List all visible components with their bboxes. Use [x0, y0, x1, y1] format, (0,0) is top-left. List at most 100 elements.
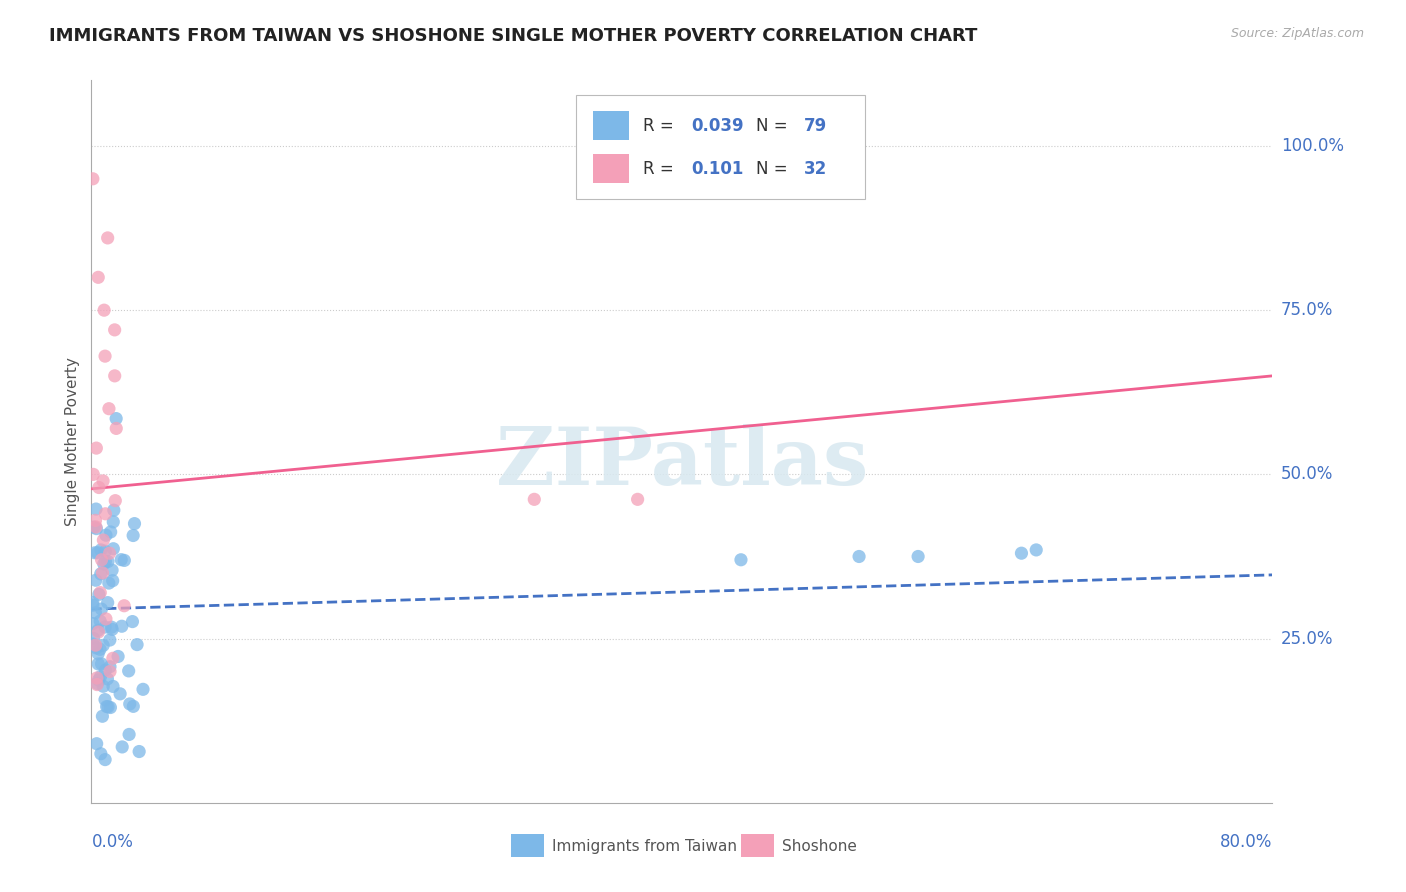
Point — [93, 557, 115, 571]
Point — [848, 549, 870, 564]
Point — [94, 554, 117, 568]
Point — [90, 566, 112, 581]
Text: 0.101: 0.101 — [692, 160, 744, 178]
FancyBboxPatch shape — [593, 112, 628, 140]
Point — [97, 401, 120, 416]
Point — [118, 727, 141, 741]
Point — [112, 599, 135, 613]
FancyBboxPatch shape — [510, 834, 544, 857]
Point — [132, 682, 155, 697]
Point — [87, 657, 110, 671]
Point — [103, 503, 125, 517]
Point — [91, 566, 114, 580]
Point — [110, 552, 132, 566]
Point — [83, 632, 105, 646]
Point — [90, 657, 112, 671]
Point — [94, 612, 117, 626]
Point — [87, 481, 110, 495]
Point — [90, 542, 112, 557]
Point — [108, 687, 131, 701]
Point — [90, 553, 112, 567]
Point — [105, 421, 128, 435]
Point — [907, 549, 929, 564]
Point — [89, 614, 111, 628]
Point — [84, 502, 107, 516]
Point — [87, 587, 110, 601]
Point — [82, 637, 104, 651]
Point — [94, 507, 117, 521]
Text: N =: N = — [756, 117, 793, 135]
Point — [124, 516, 146, 531]
Point — [111, 619, 134, 633]
Point — [86, 676, 108, 690]
Point — [83, 520, 105, 534]
Point — [82, 595, 104, 609]
Point — [84, 520, 107, 534]
Point — [82, 467, 104, 482]
Point — [87, 546, 110, 560]
Text: ZIPatlas: ZIPatlas — [496, 425, 868, 502]
Point — [100, 524, 122, 539]
Point — [100, 620, 122, 634]
Point — [94, 620, 117, 634]
Text: R =: R = — [643, 160, 679, 178]
Text: 50.0%: 50.0% — [1281, 466, 1333, 483]
Point — [128, 745, 150, 759]
Text: R =: R = — [643, 117, 679, 135]
Point — [104, 493, 127, 508]
Point — [98, 633, 121, 648]
FancyBboxPatch shape — [593, 154, 628, 183]
Point — [121, 615, 143, 629]
Point — [107, 649, 129, 664]
Point — [94, 349, 117, 363]
Point — [94, 544, 117, 558]
Text: 75.0%: 75.0% — [1281, 301, 1333, 319]
Text: Shoshone: Shoshone — [782, 838, 858, 854]
Text: Source: ZipAtlas.com: Source: ZipAtlas.com — [1230, 27, 1364, 40]
Point — [94, 753, 117, 767]
Point — [90, 747, 112, 761]
Point — [118, 697, 141, 711]
Point — [627, 492, 650, 507]
Point — [101, 623, 124, 637]
Point — [82, 171, 104, 186]
Point — [91, 639, 114, 653]
Point — [97, 554, 120, 568]
Point — [91, 679, 114, 693]
Point — [101, 680, 124, 694]
Point — [98, 665, 121, 679]
Point — [98, 546, 121, 560]
Point — [523, 492, 546, 507]
Point — [103, 541, 125, 556]
Point — [84, 546, 107, 560]
Point — [98, 659, 121, 673]
Point — [101, 574, 124, 588]
Point — [84, 573, 107, 587]
Point — [87, 625, 110, 640]
Point — [96, 672, 118, 686]
Point — [97, 596, 120, 610]
Point — [112, 553, 135, 567]
Point — [86, 522, 108, 536]
Point — [91, 474, 114, 488]
Point — [1025, 542, 1047, 557]
Point — [82, 599, 104, 613]
Text: 0.0%: 0.0% — [91, 833, 134, 851]
Point — [97, 576, 120, 591]
Point — [730, 553, 752, 567]
FancyBboxPatch shape — [575, 95, 865, 200]
Text: 100.0%: 100.0% — [1281, 137, 1344, 155]
Point — [96, 699, 118, 714]
Point — [122, 699, 145, 714]
Point — [86, 671, 108, 685]
Point — [82, 616, 104, 631]
Point — [125, 638, 148, 652]
Point — [86, 737, 108, 751]
Point — [87, 647, 110, 661]
Point — [84, 606, 107, 620]
Point — [86, 677, 108, 691]
Point — [111, 739, 134, 754]
Point — [93, 303, 115, 318]
Point — [86, 441, 108, 455]
Point — [94, 692, 117, 706]
